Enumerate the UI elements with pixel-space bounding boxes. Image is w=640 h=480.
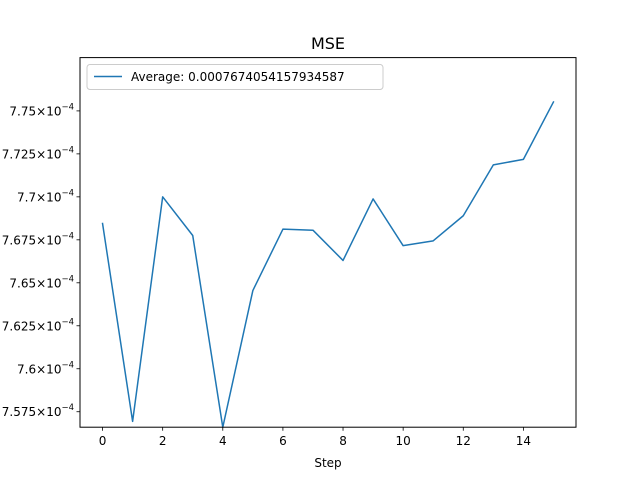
- x-tick-label: 10: [396, 434, 411, 448]
- plot-area: [101, 100, 555, 428]
- x-axis: 0 2 4 6 8 10 12 14: [99, 427, 531, 448]
- chart-title: MSE: [311, 34, 345, 53]
- x-tick-label: 8: [339, 434, 347, 448]
- legend-entry-label: Average: 0.0007674054157934587: [131, 70, 345, 84]
- y-tick-label: 7.75×10−4: [9, 102, 74, 118]
- y-tick-label: 7.7×10−4: [17, 188, 74, 204]
- legend: Average: 0.0007674054157934587: [86, 64, 384, 90]
- y-tick-label: 7.6×10−4: [17, 360, 74, 376]
- x-axis-label: Step: [314, 456, 341, 470]
- y-tick-label: 7.725×10−4: [2, 145, 74, 161]
- y-tick-label: 7.575×10−4: [2, 403, 74, 419]
- x-tick-label: 6: [279, 434, 287, 448]
- y-tick-label: 7.65×10−4: [9, 274, 74, 290]
- y-tick-label: 7.675×10−4: [2, 231, 74, 247]
- series-line: [101, 100, 555, 428]
- x-tick-label: 4: [219, 434, 227, 448]
- y-tick-label: 7.625×10−4: [2, 317, 74, 333]
- x-tick-label: 2: [159, 434, 167, 448]
- x-tick-label: 0: [99, 434, 107, 448]
- axes-frame: [79, 57, 577, 428]
- x-tick-label: 12: [456, 434, 471, 448]
- y-axis: 7.575×10−4 7.6×10−4 7.625×10−4 7.65×10−4 7.6…: [2, 102, 80, 419]
- x-tick-label: 14: [516, 434, 531, 448]
- legend-box: [86, 64, 384, 90]
